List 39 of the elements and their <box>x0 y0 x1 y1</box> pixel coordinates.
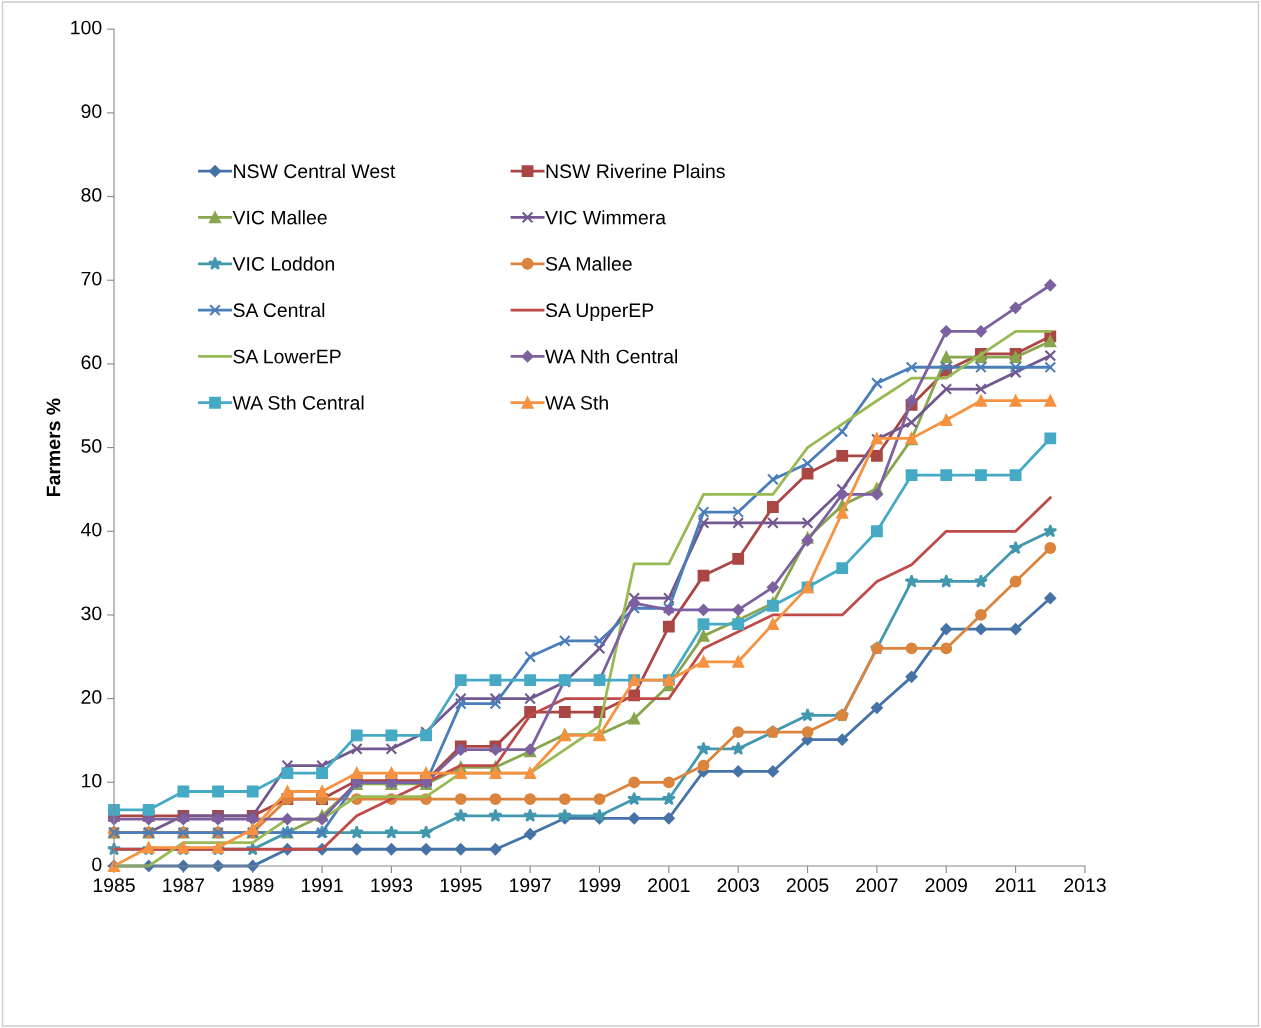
legend-label: NSW Central West <box>234 163 396 179</box>
x-tick-label: 2001 <box>648 878 690 893</box>
y-tick-label: 30 <box>81 606 102 621</box>
legend-label: SA UpperEP <box>545 303 654 321</box>
legend-label: VIC Loddon <box>232 256 334 271</box>
y-tick-label: 0 <box>92 857 102 872</box>
x-tick-label: 2007 <box>856 878 898 893</box>
x-tick-label: 2003 <box>717 878 759 893</box>
x-tick-label: 1995 <box>440 878 482 893</box>
legend-label: WA Nth Central <box>545 349 678 364</box>
x-tick-label: 1991 <box>301 878 343 893</box>
y-tick-label: 80 <box>81 188 102 202</box>
y-tick-label: 60 <box>81 355 102 370</box>
y-tick-label: 90 <box>81 104 102 119</box>
y-tick-label: 100 <box>71 20 102 35</box>
x-tick-label: 1985 <box>93 878 135 893</box>
legend-label: SA LowerEP <box>233 349 341 364</box>
x-tick-label: 2013 <box>1064 878 1106 893</box>
legend-label: NSW Riverine Plains <box>546 163 725 179</box>
x-tick-label: 2011 <box>995 878 1036 893</box>
y-tick-label: 20 <box>81 690 102 704</box>
x-tick-label: 1997 <box>509 878 551 893</box>
x-tick-label: 1993 <box>371 878 413 893</box>
x-tick-label: 1987 <box>163 878 204 893</box>
y-tick-label: 50 <box>81 439 102 453</box>
x-tick-label: 1999 <box>579 878 621 893</box>
legend-label: SA Mallee <box>545 256 632 271</box>
x-tick-label: 2005 <box>786 878 829 893</box>
x-tick-label: 1989 <box>232 878 274 893</box>
legend-label: VIC Mallee <box>232 210 327 225</box>
y-axis-title: Farmers % <box>46 398 61 497</box>
y-tick-label: 40 <box>81 522 102 537</box>
legend-label: WA Sth <box>545 395 608 410</box>
legend-label: SA Central <box>233 302 325 318</box>
legend-label: VIC Wimmera <box>545 210 667 225</box>
y-tick-label: 70 <box>81 271 102 286</box>
y-tick-label: 10 <box>82 773 102 788</box>
legend-label: WA Sth Central <box>232 395 364 410</box>
x-tick-label: 2009 <box>925 878 967 893</box>
